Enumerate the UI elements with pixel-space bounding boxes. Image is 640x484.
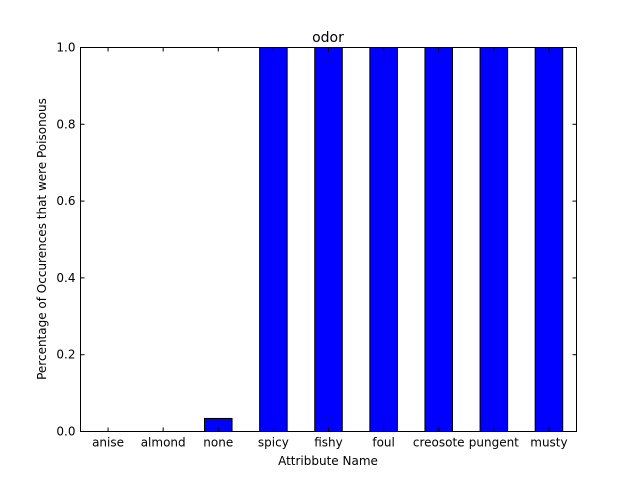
bar-musty: [534, 47, 564, 432]
x-tick-label-musty: musty: [530, 436, 567, 450]
x-tick-label-fishy: fishy: [314, 436, 343, 450]
plot-frame: [80, 47, 577, 432]
y-tick-label: 0.4: [56, 271, 75, 285]
bar-creosote: [424, 47, 454, 432]
x-tick-label-none: none: [203, 436, 233, 450]
bar-fishy: [314, 47, 343, 432]
bar-foul: [369, 47, 398, 432]
x-tick-label-almond: almond: [141, 436, 186, 450]
x-tick-label-anise: anise: [92, 436, 124, 450]
y-tick-label: 0.2: [56, 348, 75, 362]
y-tick-label: 1.0: [56, 41, 75, 55]
y-tick-label: 0.0: [56, 425, 75, 439]
y-tick-label: 0.6: [56, 194, 75, 208]
x-tick-label-creosote: creosote: [413, 436, 465, 450]
x-tick-label-foul: foul: [372, 436, 395, 450]
y-ticks-group: 0.0 0.2 0.4 0.6 0.8 1.0: [56, 41, 577, 439]
bar-spicy: [259, 47, 288, 432]
x-axis-label: Attribbute Name: [278, 454, 378, 468]
x-tick-label-pungent: pungent: [469, 436, 519, 450]
y-axis-label: Percentage of Occurences that were Poiso…: [35, 98, 49, 380]
bar-pungent: [479, 47, 509, 432]
y-tick-label: 0.8: [56, 117, 75, 131]
x-ticks-group: anise almond none spicy fishy foul creosote pun…: [92, 47, 568, 450]
x-tick-label-spicy: spicy: [258, 436, 289, 450]
chart-title: odor: [312, 30, 344, 46]
